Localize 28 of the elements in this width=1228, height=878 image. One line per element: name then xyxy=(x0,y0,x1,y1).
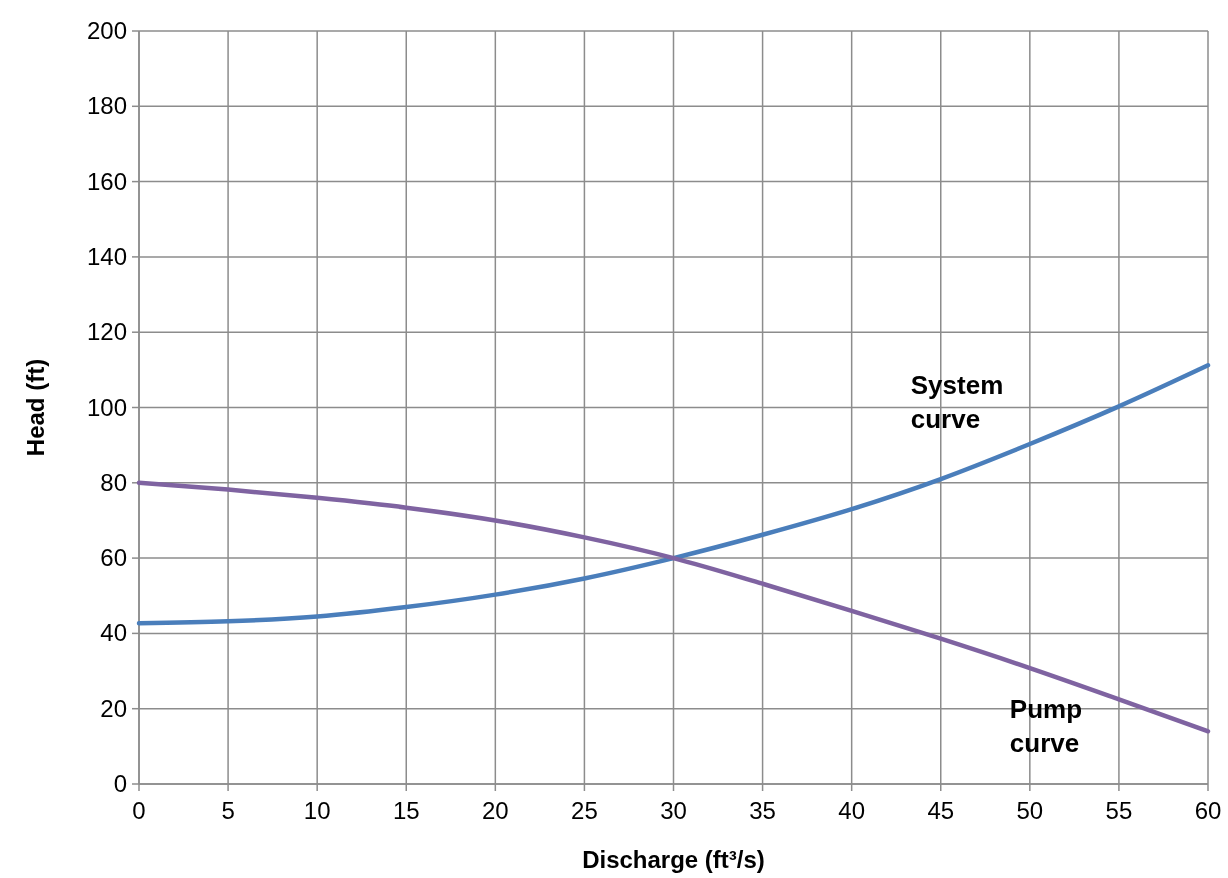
x-tick-label: 25 xyxy=(571,797,598,824)
series-label: Pump curve xyxy=(1009,694,1083,759)
x-tick-label: 0 xyxy=(132,797,146,824)
x-tick-label: 10 xyxy=(303,797,331,824)
y-tick-label: 200 xyxy=(86,17,127,44)
x-tick-label: 5 xyxy=(221,797,235,824)
x-tick-label: 60 xyxy=(1194,797,1222,824)
x-tick-label: 45 xyxy=(927,797,955,824)
y-axis-title: Head (ft) xyxy=(22,358,49,457)
y-tick-label: 40 xyxy=(100,619,127,647)
x-tick-label: 55 xyxy=(1105,797,1133,824)
y-tick-label: 0 xyxy=(113,770,127,797)
y-tick-label: 160 xyxy=(86,167,127,195)
y-tick-label: 180 xyxy=(86,92,127,120)
y-tick-label: 80 xyxy=(100,468,127,496)
x-tick-label: 30 xyxy=(660,797,687,824)
y-tick-label: 100 xyxy=(86,393,127,421)
x-tick-label: 40 xyxy=(838,797,866,824)
x-tick-label: 50 xyxy=(1016,797,1044,824)
y-tick-label: 60 xyxy=(100,544,127,572)
y-tick-label: 140 xyxy=(86,242,127,270)
x-tick-label: 20 xyxy=(481,797,509,824)
series-label: System curve xyxy=(910,370,1004,435)
y-tick-label: 120 xyxy=(86,318,127,346)
y-tick-label: 20 xyxy=(100,694,127,722)
x-tick-label: 35 xyxy=(749,797,776,824)
x-axis-title: Discharge (ft³/s) xyxy=(582,846,765,873)
x-tick-label: 15 xyxy=(392,797,420,824)
